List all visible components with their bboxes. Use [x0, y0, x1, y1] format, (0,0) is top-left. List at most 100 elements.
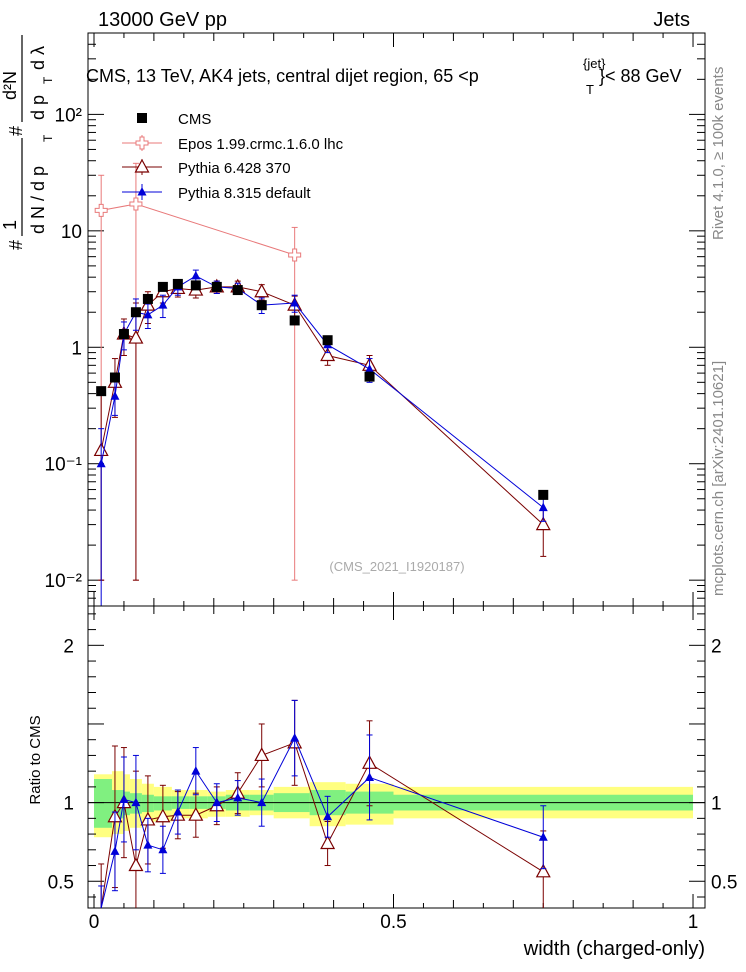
pythia8-point-marker [137, 187, 147, 196]
data-point-marker [137, 113, 147, 123]
pythia8-point-marker [110, 846, 120, 855]
y-title-d2n: d²N [0, 71, 20, 100]
data-point-marker [118, 329, 129, 340]
pythia8-point-marker [96, 458, 106, 468]
data-point-marker [109, 372, 120, 383]
pythia8-point-marker [143, 309, 153, 319]
rivet-version-label: Rivet 4.1.0, ≥ 100k events [710, 67, 727, 240]
ratio-y-title: Ratio to CMS [27, 715, 44, 804]
ratio-frame [87, 605, 706, 909]
legend-label: CMS [178, 111, 211, 128]
data-point-marker [190, 280, 201, 291]
pythia8-point-marker [158, 844, 168, 854]
pythia6-line [100, 286, 544, 525]
pythia8-point-marker [257, 797, 267, 807]
pythia8-point-marker [365, 364, 375, 373]
x-tick-label: 0.5 [380, 912, 406, 933]
legend-label: Pythia 6.428 370 [178, 160, 291, 177]
epos-point-marker [129, 197, 143, 211]
y-title-dp: d p [28, 95, 48, 120]
data-point-marker [538, 489, 549, 500]
data-point-marker [172, 278, 183, 289]
pythia8-point-marker [191, 766, 201, 775]
pythia8-point-marker [290, 733, 300, 742]
y-title-dl: d λ [28, 46, 48, 70]
y-tick-label: 10⁻¹ [45, 455, 83, 476]
legend-label: Pythia 8.315 default [178, 185, 311, 202]
y-title-one: 1 [0, 220, 20, 230]
main-title: CMS, 13 TeV, AK4 jets, central dijet reg… [86, 66, 479, 86]
data-point-marker [157, 281, 168, 292]
pythia8-point-marker [119, 794, 129, 803]
uncertainty-band-inner [93, 779, 112, 828]
pythia8-point-marker [538, 832, 548, 841]
pythia6-point-marker [128, 329, 144, 344]
legend-label: Epos 1.99.crmc.1.6.0 lhc [178, 136, 344, 153]
ratio-y-tick-label-right: 2 [711, 636, 722, 657]
uncertainty-band-inner [111, 790, 124, 819]
data-point-marker [364, 371, 375, 382]
pythia6-point-marker [128, 857, 144, 872]
epos-point-marker [135, 136, 149, 150]
pythia6-point-marker [134, 158, 150, 173]
pythia6-point-marker [155, 808, 171, 823]
analysis-watermark: (CMS_2021_I1920187) [329, 559, 464, 574]
pythia8-point-marker [158, 300, 168, 309]
x-tick-label: 1 [688, 912, 699, 933]
y-tick-label: 1 [71, 338, 82, 359]
y-tick-label: 10⁻² [45, 571, 83, 592]
y-tick-label: 10 [61, 222, 82, 243]
pythia6-point-marker [535, 516, 551, 531]
pythia8-point-marker [538, 502, 548, 512]
category-label: Jets [653, 9, 690, 31]
pythia8-point-marker [131, 797, 141, 807]
main-title-sup: {jet} [583, 56, 606, 71]
pythia8-point-marker [191, 270, 201, 280]
ratio-y-tick-label: 0.5 [48, 872, 74, 893]
pythia6-point-marker [535, 863, 551, 878]
pythia8-point-marker [233, 792, 243, 802]
y-title-t2: T [41, 76, 55, 84]
source-label: mcplots.cern.ch [arXiv:2401.10621] [710, 361, 727, 596]
y-title-hash: # [6, 240, 26, 250]
pythia8-point-marker [110, 391, 120, 400]
ratio-y-tick-label-right: 0.5 [711, 872, 737, 893]
data-point-marker [256, 300, 267, 311]
ratio-y-tick-label-right: 1 [711, 794, 722, 815]
x-tick-label: 0 [89, 912, 100, 933]
data-point-marker [130, 307, 141, 318]
main-panel: 10⁻² 10⁻¹ 1 10 10² [45, 32, 706, 607]
pythia8-point-marker [290, 298, 300, 307]
energy-label: 13000 GeV pp [98, 9, 227, 31]
data-point-marker [211, 281, 222, 292]
pythia6-point-marker [254, 283, 270, 298]
data-point-marker [232, 285, 243, 296]
epos-point-marker [288, 248, 302, 262]
pythia8-point-marker [323, 811, 333, 821]
pythia8-point-marker [143, 840, 153, 849]
ratio-y-tick-label: 1 [63, 794, 74, 815]
main-title-sub: T [586, 82, 594, 97]
pythia8-line [100, 275, 544, 508]
y-title-dn: d N / d p [28, 166, 48, 234]
pythia6-point-marker [320, 835, 336, 850]
data-point-marker [142, 293, 153, 304]
y-tick-label: 10² [55, 105, 82, 126]
pythia8-point-marker [365, 772, 375, 781]
pythia8-point-marker [173, 807, 183, 816]
ratio-panel: 0 0.5 1 0.5 0.5 1 1 2 2 [48, 605, 737, 933]
pythia6-point-marker [188, 806, 204, 821]
pythia6-point-marker [320, 347, 336, 362]
data-point-marker [289, 315, 300, 326]
main-title-suffix: }< 88 GeV [599, 66, 682, 86]
epos-line [101, 203, 295, 256]
y-axis-title: # 1 d N / d p T # d²N d p T d λ [0, 35, 55, 250]
y-title-hash2: # [6, 126, 26, 136]
legend: CMS Epos 1.99.crmc.1.6.0 lhc Pythia 6.428 … [122, 111, 344, 202]
data-point-marker [322, 335, 333, 346]
y-title-t: T [41, 134, 55, 142]
ratio-y-tick-label: 2 [63, 636, 74, 657]
epos-point-marker [94, 203, 108, 217]
pythia8-point-marker [212, 797, 222, 807]
